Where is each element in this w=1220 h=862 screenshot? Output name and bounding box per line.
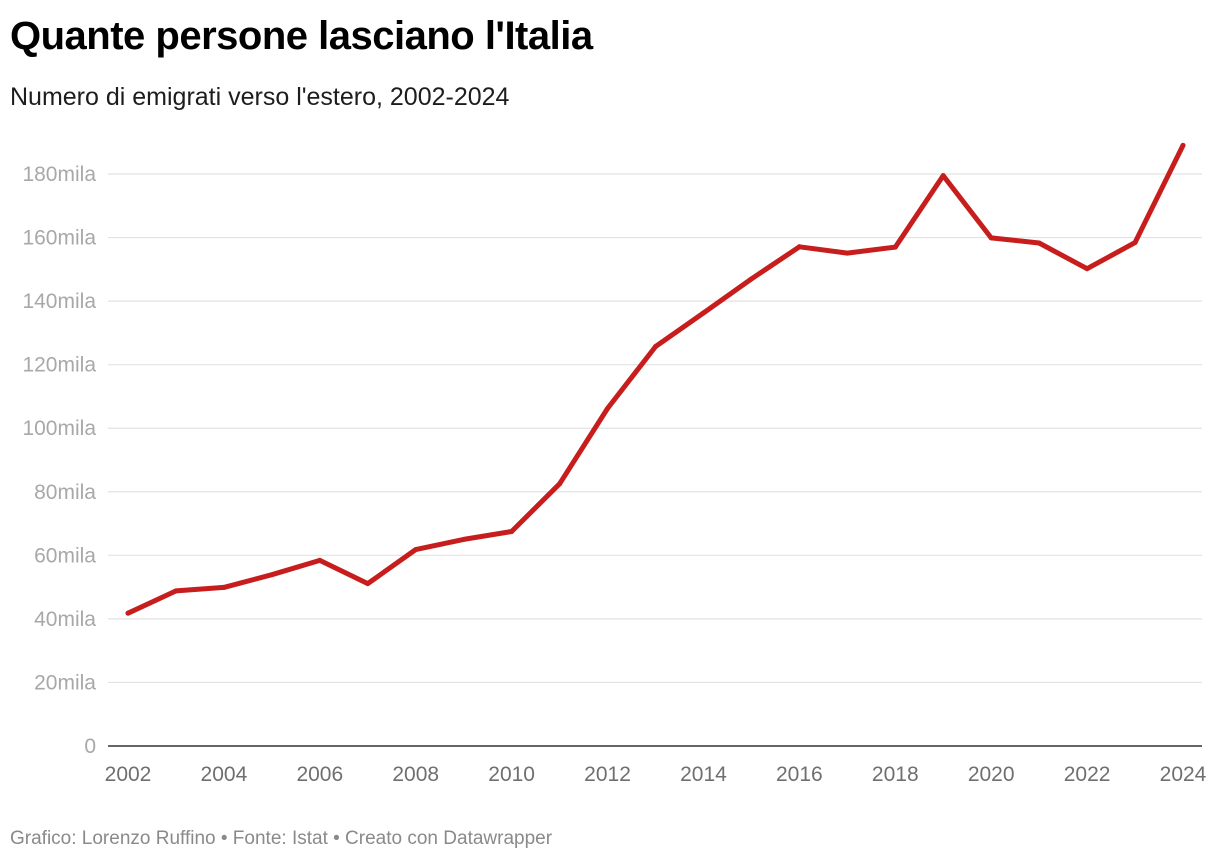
y-axis-labels: 0 20mila 40mila 60mila 80mila 100mila 120mila 1… [22,163,96,758]
data-point-2017 [844,250,850,256]
data-point-2015 [748,276,754,282]
y-tick-label: 40mila [34,608,96,631]
x-tick-label: 2012 [584,763,631,786]
x-tick-label: 2010 [488,763,535,786]
data-point-2008 [413,547,419,553]
data-point-2022 [1084,266,1090,272]
y-tick-label: 60mila [34,544,96,567]
data-point-2016 [796,244,802,250]
x-tick-label: 2020 [968,763,1015,786]
x-tick-label: 2004 [201,763,248,786]
data-point-2010 [509,529,515,534]
data-point-2018 [892,244,898,250]
chart-subtitle: Numero di emigrati verso l'estero, 2002-… [10,83,510,111]
y-tick-label: 100mila [22,417,96,440]
data-point-2021 [1036,240,1042,246]
data-point-2019 [940,173,946,179]
data-point-2007 [365,581,371,587]
y-tick-label: 80mila [34,481,96,504]
x-tick-label: 2018 [872,763,919,786]
data-point-2004 [221,584,227,590]
data-point-2006 [317,557,323,563]
data-point-2009 [461,536,467,542]
x-tick-label: 2006 [296,763,343,786]
data-point-2013 [653,344,658,350]
x-tick-label: 2002 [105,763,152,786]
x-tick-label: 2016 [776,763,823,786]
series-layer [125,142,1186,616]
y-tick-label: 160mila [22,227,96,250]
x-tick-label: 2024 [1160,763,1207,786]
data-point-2024 [1180,142,1186,148]
data-point-2014 [700,310,706,316]
y-tick-label: 20mila [34,671,96,694]
data-point-2012 [605,406,611,412]
data-point-2003 [173,588,179,594]
data-point-2023 [1132,240,1138,246]
series-line-emigrati [125,142,1186,616]
y-tick-label: 0 [84,735,96,758]
gridlines [108,173,1202,747]
x-tick-label: 2014 [680,763,727,786]
y-tick-label: 180mila [22,163,96,186]
x-axis-labels: 2002 2004 2006 2008 2010 2012 2014 2016 2018 2020… [105,763,1207,786]
data-point-2011 [557,481,563,487]
data-point-2020 [988,235,994,241]
source-credits: Grafico: Lorenzo Ruffino • Fonte: Istat … [10,828,553,849]
x-tick-label: 2022 [1064,763,1111,786]
x-tick-label: 2008 [392,763,439,786]
chart-title: Quante persone lasciano l'Italia [10,14,593,58]
data-point-2002 [125,610,131,616]
data-point-2005 [269,572,275,578]
y-tick-label: 140mila [22,290,96,313]
line-chart: 0 20mila 40mila 60mila 80mila 100mila 120mila 1… [22,142,1207,786]
y-tick-label: 120mila [22,354,96,377]
